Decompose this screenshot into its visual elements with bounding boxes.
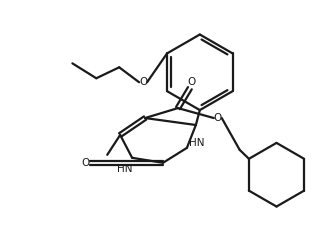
- Text: HN: HN: [189, 138, 204, 148]
- Text: O: O: [139, 77, 147, 87]
- Text: O: O: [188, 77, 196, 87]
- Text: O: O: [81, 158, 89, 168]
- Text: HN: HN: [117, 164, 133, 174]
- Text: O: O: [214, 113, 222, 123]
